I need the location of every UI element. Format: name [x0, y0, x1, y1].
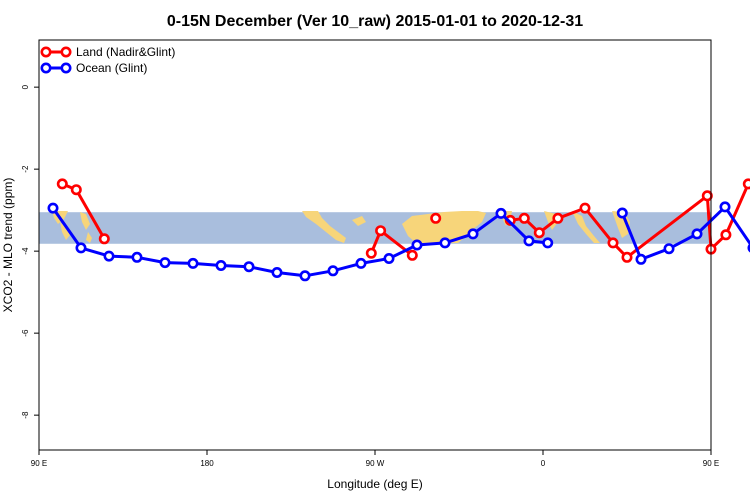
- data-point: [413, 241, 421, 249]
- legend: Land (Nadir&Glint) Ocean (Glint): [42, 45, 176, 75]
- legend-marker-ocean: [42, 64, 50, 72]
- data-point: [637, 255, 645, 263]
- data-point: [554, 214, 562, 222]
- chart-title: 0-15N December (Ver 10_raw) 2015-01-01 t…: [167, 13, 583, 30]
- y-tick-label: -8: [21, 411, 30, 419]
- x-axis-label: Longitude (deg E): [327, 477, 422, 491]
- data-point: [217, 261, 225, 269]
- data-point: [367, 249, 375, 257]
- data-point: [581, 204, 589, 212]
- data-point: [665, 245, 673, 253]
- data-point: [469, 230, 477, 238]
- data-point: [329, 267, 337, 275]
- data-point: [525, 237, 533, 245]
- data-point: [721, 203, 729, 211]
- y-tick-label: -4: [21, 247, 30, 255]
- data-point: [301, 272, 309, 280]
- data-point: [432, 214, 440, 222]
- data-point: [441, 239, 449, 247]
- data-point: [408, 251, 416, 259]
- data-point: [72, 186, 80, 194]
- data-point: [744, 180, 750, 188]
- xco2-trend-chart: 0-15N December (Ver 10_raw) 2015-01-01 t…: [0, 0, 750, 500]
- data-point: [497, 209, 505, 217]
- legend-marker-land: [62, 48, 70, 56]
- y-tick-label: -2: [21, 165, 30, 173]
- data-point: [273, 268, 281, 276]
- y-tick-label: 0: [21, 84, 30, 89]
- data-point: [77, 244, 85, 252]
- data-point: [623, 253, 631, 261]
- data-point: [385, 254, 393, 262]
- data-point: [693, 230, 701, 238]
- data-point: [609, 239, 617, 247]
- x-axis: 90 E 180 90 W 0 90 E: [31, 450, 719, 468]
- data-point: [100, 235, 108, 243]
- data-point: [49, 204, 57, 212]
- legend-label-land: Land (Nadir&Glint): [76, 45, 175, 59]
- x-tick-label: 180: [200, 459, 214, 468]
- legend-marker-land: [42, 48, 50, 56]
- legend-marker-ocean: [62, 64, 70, 72]
- data-point: [520, 214, 528, 222]
- data-point: [535, 229, 543, 237]
- y-tick-label: -6: [21, 329, 30, 337]
- data-point: [161, 258, 169, 266]
- x-tick-label: 90 W: [366, 459, 385, 468]
- data-point: [703, 192, 711, 200]
- y-axis-label: XCO2 - MLO trend (ppm): [1, 178, 15, 313]
- data-point: [357, 259, 365, 267]
- data-point: [376, 227, 384, 235]
- data-point: [544, 239, 552, 247]
- data-point: [58, 180, 66, 188]
- x-tick-label: 0: [541, 459, 546, 468]
- data-point: [133, 253, 141, 261]
- data-point: [189, 259, 197, 267]
- legend-label-ocean: Ocean (Glint): [76, 61, 147, 75]
- data-point: [618, 209, 626, 217]
- data-point: [245, 263, 253, 271]
- data-point: [105, 252, 113, 260]
- x-tick-label: 90 E: [31, 459, 47, 468]
- x-tick-label: 90 E: [703, 459, 719, 468]
- y-axis: 0 -2 -4 -6 -8: [21, 84, 39, 418]
- data-point: [722, 231, 730, 239]
